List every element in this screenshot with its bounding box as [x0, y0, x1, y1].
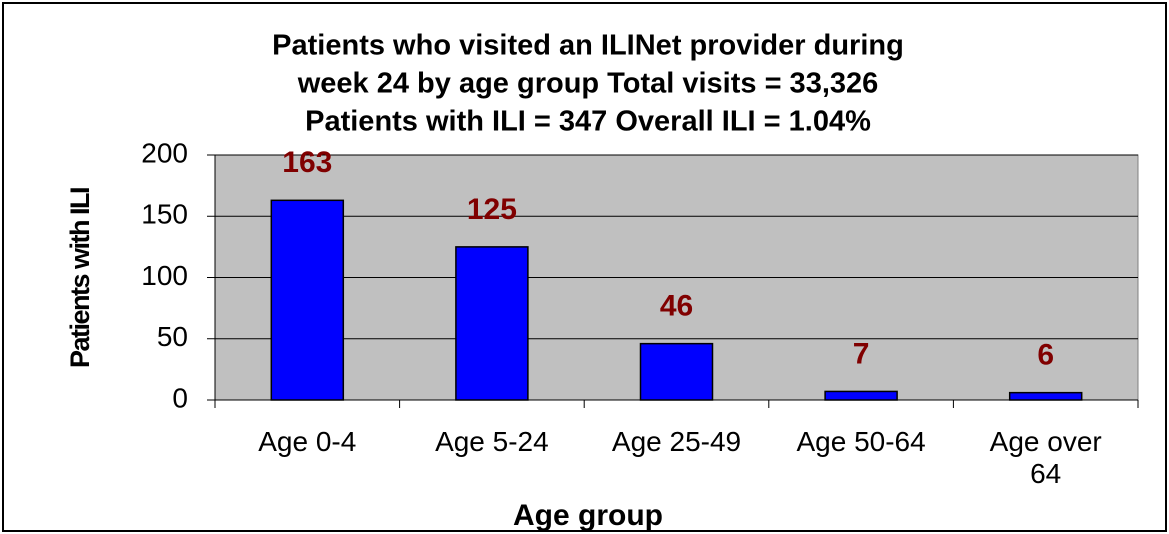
- x-tick-label: Age 0-4: [258, 426, 357, 457]
- y-tick-label: 200: [141, 137, 188, 168]
- data-label: 46: [660, 290, 693, 323]
- data-label: 6: [1037, 339, 1054, 372]
- x-tick-label: Age 50-64: [796, 426, 926, 457]
- chart-title: Patients who visited an ILINet provider …: [272, 30, 904, 62]
- x-tick-label: Age 25-49: [611, 426, 742, 457]
- x-tick-label: Age over 64: [989, 426, 1102, 489]
- y-tick-label: 0: [172, 382, 188, 413]
- data-label: 7: [853, 337, 870, 370]
- chart-title: week 24 by age group Total visits = 33,3…: [297, 68, 879, 100]
- y-axis-title: Patients with ILI: [65, 188, 95, 368]
- chart-title: Patients with ILI = 347 Overall ILI = 1.…: [305, 106, 871, 138]
- x-tick-label: Age 5-24: [435, 426, 549, 457]
- y-tick-label: 50: [157, 321, 188, 352]
- y-tick-label: 150: [141, 199, 188, 230]
- data-label: 125: [467, 193, 517, 226]
- bar: [824, 390, 898, 401]
- bar: [1008, 391, 1083, 401]
- bar: [455, 246, 529, 401]
- y-tick-label: 100: [141, 260, 188, 291]
- bar: [639, 342, 714, 401]
- data-label: 163: [282, 146, 332, 179]
- bar: [270, 199, 345, 401]
- x-axis-title: Age group: [513, 499, 663, 532]
